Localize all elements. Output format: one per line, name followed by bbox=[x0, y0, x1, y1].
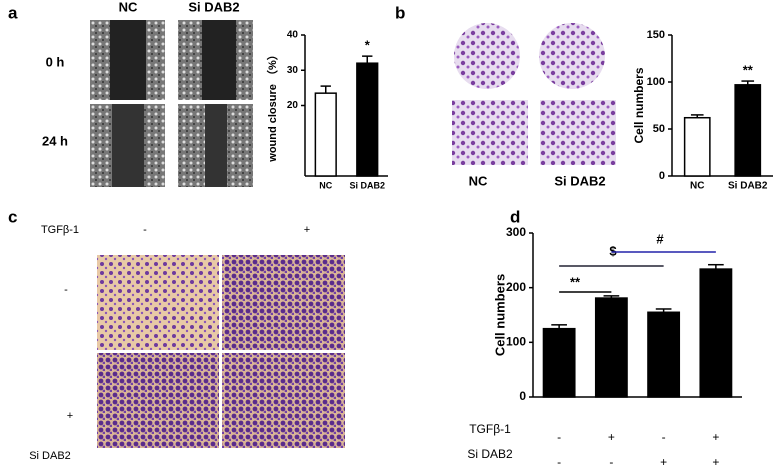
y-axis-label: Cell numbers bbox=[492, 274, 507, 356]
condition-level: - bbox=[609, 455, 613, 466]
y-tick-label: 0 bbox=[519, 389, 526, 403]
y-tick-label: 20 bbox=[287, 100, 299, 111]
y-axis-label: wound closure （%） bbox=[266, 49, 279, 162]
bar bbox=[314, 92, 337, 177]
y-tick-label: 30 bbox=[287, 65, 299, 76]
level-label: + bbox=[67, 410, 73, 422]
row-label: 24 h bbox=[42, 133, 68, 148]
bar bbox=[594, 297, 628, 398]
column-label: Si DAB2 bbox=[554, 173, 605, 188]
column-label: NC bbox=[119, 0, 138, 14]
colony-images bbox=[452, 23, 616, 165]
condition-label: TGFβ-1 bbox=[469, 422, 511, 436]
factor-label: TGFβ-1 bbox=[41, 224, 79, 236]
panel-label: c bbox=[8, 207, 17, 226]
x-tick-label: Si DAB2 bbox=[728, 181, 768, 192]
bar bbox=[734, 84, 762, 177]
condition-level: - bbox=[557, 430, 561, 444]
annotation: * bbox=[365, 38, 371, 53]
wound-images bbox=[90, 20, 253, 187]
annotation: $ bbox=[609, 243, 617, 258]
x-tick-label: Si DAB2 bbox=[349, 180, 385, 190]
y-tick-label: 100 bbox=[647, 76, 665, 88]
y-tick-label: 0 bbox=[659, 170, 665, 182]
condition-level: - bbox=[557, 455, 561, 466]
condition-level: + bbox=[712, 455, 719, 466]
bar bbox=[542, 327, 576, 398]
condition-label: Si DAB2 bbox=[467, 447, 513, 461]
x-tick-label: NC bbox=[319, 180, 332, 190]
y-axis-label: Cell numbers bbox=[632, 67, 646, 143]
condition-level: + bbox=[660, 455, 667, 466]
transwell-images bbox=[97, 255, 345, 448]
panel-label: d bbox=[510, 207, 520, 226]
condition-level: + bbox=[712, 430, 719, 444]
y-tick-label: 300 bbox=[506, 225, 526, 239]
panel-label: a bbox=[8, 3, 18, 22]
annotation: ** bbox=[570, 274, 581, 289]
level-label: + bbox=[304, 224, 310, 236]
y-tick-label: 50 bbox=[653, 123, 665, 135]
level-label: - bbox=[143, 224, 147, 236]
bar bbox=[699, 268, 733, 398]
annotation: ** bbox=[743, 62, 754, 77]
annotation: # bbox=[656, 231, 664, 246]
column-label: Si DAB2 bbox=[188, 0, 239, 14]
panel-label: b bbox=[395, 3, 405, 22]
level-label: - bbox=[64, 284, 68, 296]
bar bbox=[356, 62, 379, 177]
x-tick-label: NC bbox=[690, 181, 704, 192]
y-tick-label: 150 bbox=[647, 29, 665, 41]
bar bbox=[683, 116, 711, 177]
column-label: NC bbox=[469, 173, 488, 188]
y-tick-label: 200 bbox=[506, 280, 526, 294]
condition-level: - bbox=[662, 430, 666, 444]
y-tick-label: 40 bbox=[287, 30, 299, 41]
y-tick-label: 100 bbox=[506, 335, 526, 349]
condition-level: + bbox=[608, 430, 615, 444]
bar bbox=[647, 311, 681, 398]
row-label: 0 h bbox=[46, 54, 65, 69]
factor-label: Si DAB2 bbox=[29, 450, 71, 462]
